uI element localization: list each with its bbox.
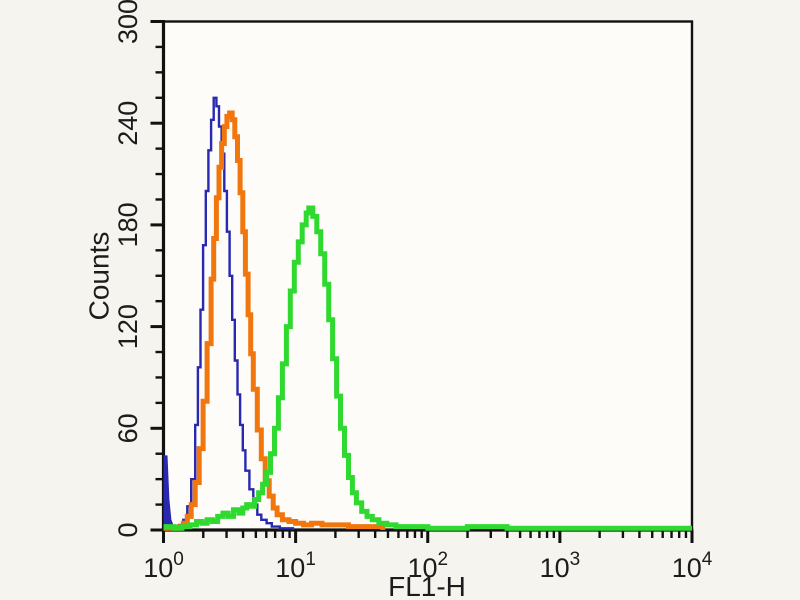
y-axis-label: Counts bbox=[84, 232, 115, 321]
chart-layer: 100 101 102 103 104 0 60 120 180 240 300 bbox=[113, 0, 713, 583]
x-tick-label: 100 bbox=[143, 549, 184, 583]
x-axis-label: FL1-H bbox=[388, 571, 466, 600]
x-tick-label: 103 bbox=[540, 549, 581, 583]
x-tick-label: 102 bbox=[407, 549, 448, 583]
plot-area bbox=[162, 20, 694, 532]
y-tick-label: 180 bbox=[113, 202, 143, 247]
y-tick-label: 120 bbox=[113, 304, 143, 349]
series-blue-curve-origin-spike bbox=[163, 455, 175, 530]
y-tick-label: 60 bbox=[113, 413, 143, 443]
x-tick-label: 101 bbox=[275, 549, 316, 583]
x-tick-label: 104 bbox=[672, 549, 713, 583]
y-tick-label: 300 bbox=[113, 0, 143, 44]
y-tick-label: 0 bbox=[113, 522, 143, 537]
y-tick-label: 240 bbox=[113, 101, 143, 146]
series-blue-curve bbox=[174, 96, 295, 530]
series-green-curve bbox=[163, 205, 692, 531]
series-orange-curve bbox=[163, 110, 386, 531]
